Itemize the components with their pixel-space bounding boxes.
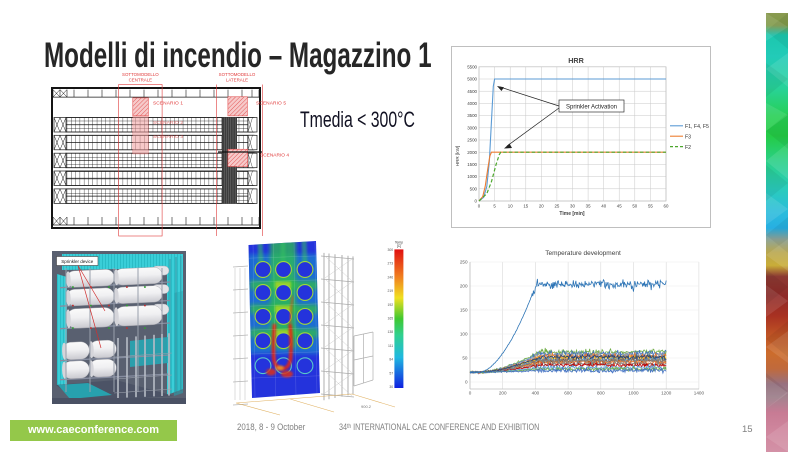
svg-text:Temp: Temp [395,240,403,244]
svg-text:30: 30 [570,204,575,209]
svg-text:2000: 2000 [467,150,477,155]
svg-text:4500: 4500 [467,89,477,94]
svg-text:0: 0 [475,199,478,204]
svg-text:35: 35 [586,204,591,209]
svg-text:138: 138 [388,330,394,334]
svg-text:HRR [kW]: HRR [kW] [455,146,460,166]
svg-text:HRR: HRR [568,56,584,65]
svg-text:SCENARIO 3: SCENARIO 3 [153,134,183,140]
svg-text:300: 300 [388,248,394,252]
svg-text:5500: 5500 [467,64,477,69]
svg-text:SCENARIO 4: SCENARIO 4 [260,153,289,159]
svg-text:Sprinkler Activation: Sprinkler Activation [566,104,617,110]
svg-text:55: 55 [648,204,653,209]
svg-text:1400: 1400 [694,391,705,396]
svg-text:F1, F4, F5: F1, F4, F5 [685,124,709,130]
svg-text:900.2: 900.2 [361,404,372,409]
svg-text:F2: F2 [685,145,691,151]
svg-text:1000: 1000 [628,391,639,396]
svg-text:0: 0 [465,380,468,385]
svg-text:Time [min]: Time [min] [559,211,585,217]
svg-text:500: 500 [470,186,478,191]
svg-text:SCENARIO 5: SCENARIO 5 [256,101,286,107]
svg-text:SOTTOMODELLO: SOTTOMODELLO [219,72,256,77]
svg-text:4000: 4000 [467,101,477,106]
svg-text:246: 246 [388,275,394,279]
svg-text:45: 45 [617,204,622,209]
svg-text:3500: 3500 [467,113,477,118]
svg-text:250: 250 [460,260,468,265]
svg-text:0: 0 [469,391,472,396]
svg-text:192: 192 [388,303,394,307]
svg-text:Temperature development: Temperature development [545,250,621,257]
svg-text:400: 400 [532,391,540,396]
svg-text:Sprinkler device: Sprinkler device [61,259,94,264]
svg-text:LATERALE: LATERALE [226,77,248,82]
svg-text:SCENARIO 2: SCENARIO 2 [153,120,183,126]
svg-text:0: 0 [478,204,481,209]
svg-text:1000: 1000 [467,174,477,179]
svg-text:100: 100 [460,332,468,337]
svg-text:20: 20 [539,204,544,209]
svg-text:60: 60 [664,204,669,209]
svg-text:150: 150 [460,308,468,313]
svg-text:600: 600 [564,391,572,396]
svg-text:3000: 3000 [467,125,477,130]
svg-text:40: 40 [601,204,606,209]
svg-text:SCENARIO 1: SCENARIO 1 [153,101,183,107]
svg-text:15: 15 [523,204,528,209]
svg-text:5000: 5000 [467,77,477,82]
svg-text:165: 165 [388,317,394,321]
svg-text:50: 50 [632,204,637,209]
svg-text:1200: 1200 [661,391,672,396]
svg-text:CENTRALE: CENTRALE [129,77,153,82]
svg-text:200: 200 [499,391,507,396]
svg-text:2500: 2500 [467,138,477,143]
svg-text:200: 200 [460,284,468,289]
svg-text:30: 30 [389,385,393,389]
svg-text:F3: F3 [685,134,691,140]
svg-text:SOTTOMODELLO: SOTTOMODELLO [122,72,159,77]
svg-text:25: 25 [554,204,559,209]
svg-text:273: 273 [388,262,394,266]
svg-text:5: 5 [493,204,496,209]
svg-text:1500: 1500 [467,162,477,167]
svg-text:57: 57 [389,371,393,375]
svg-text:[C]: [C] [397,244,401,248]
svg-text:111: 111 [388,344,393,348]
svg-text:50: 50 [462,356,468,361]
svg-text:10: 10 [508,204,513,209]
svg-text:84: 84 [389,358,393,362]
svg-text:800: 800 [597,391,605,396]
svg-text:219: 219 [388,289,394,293]
